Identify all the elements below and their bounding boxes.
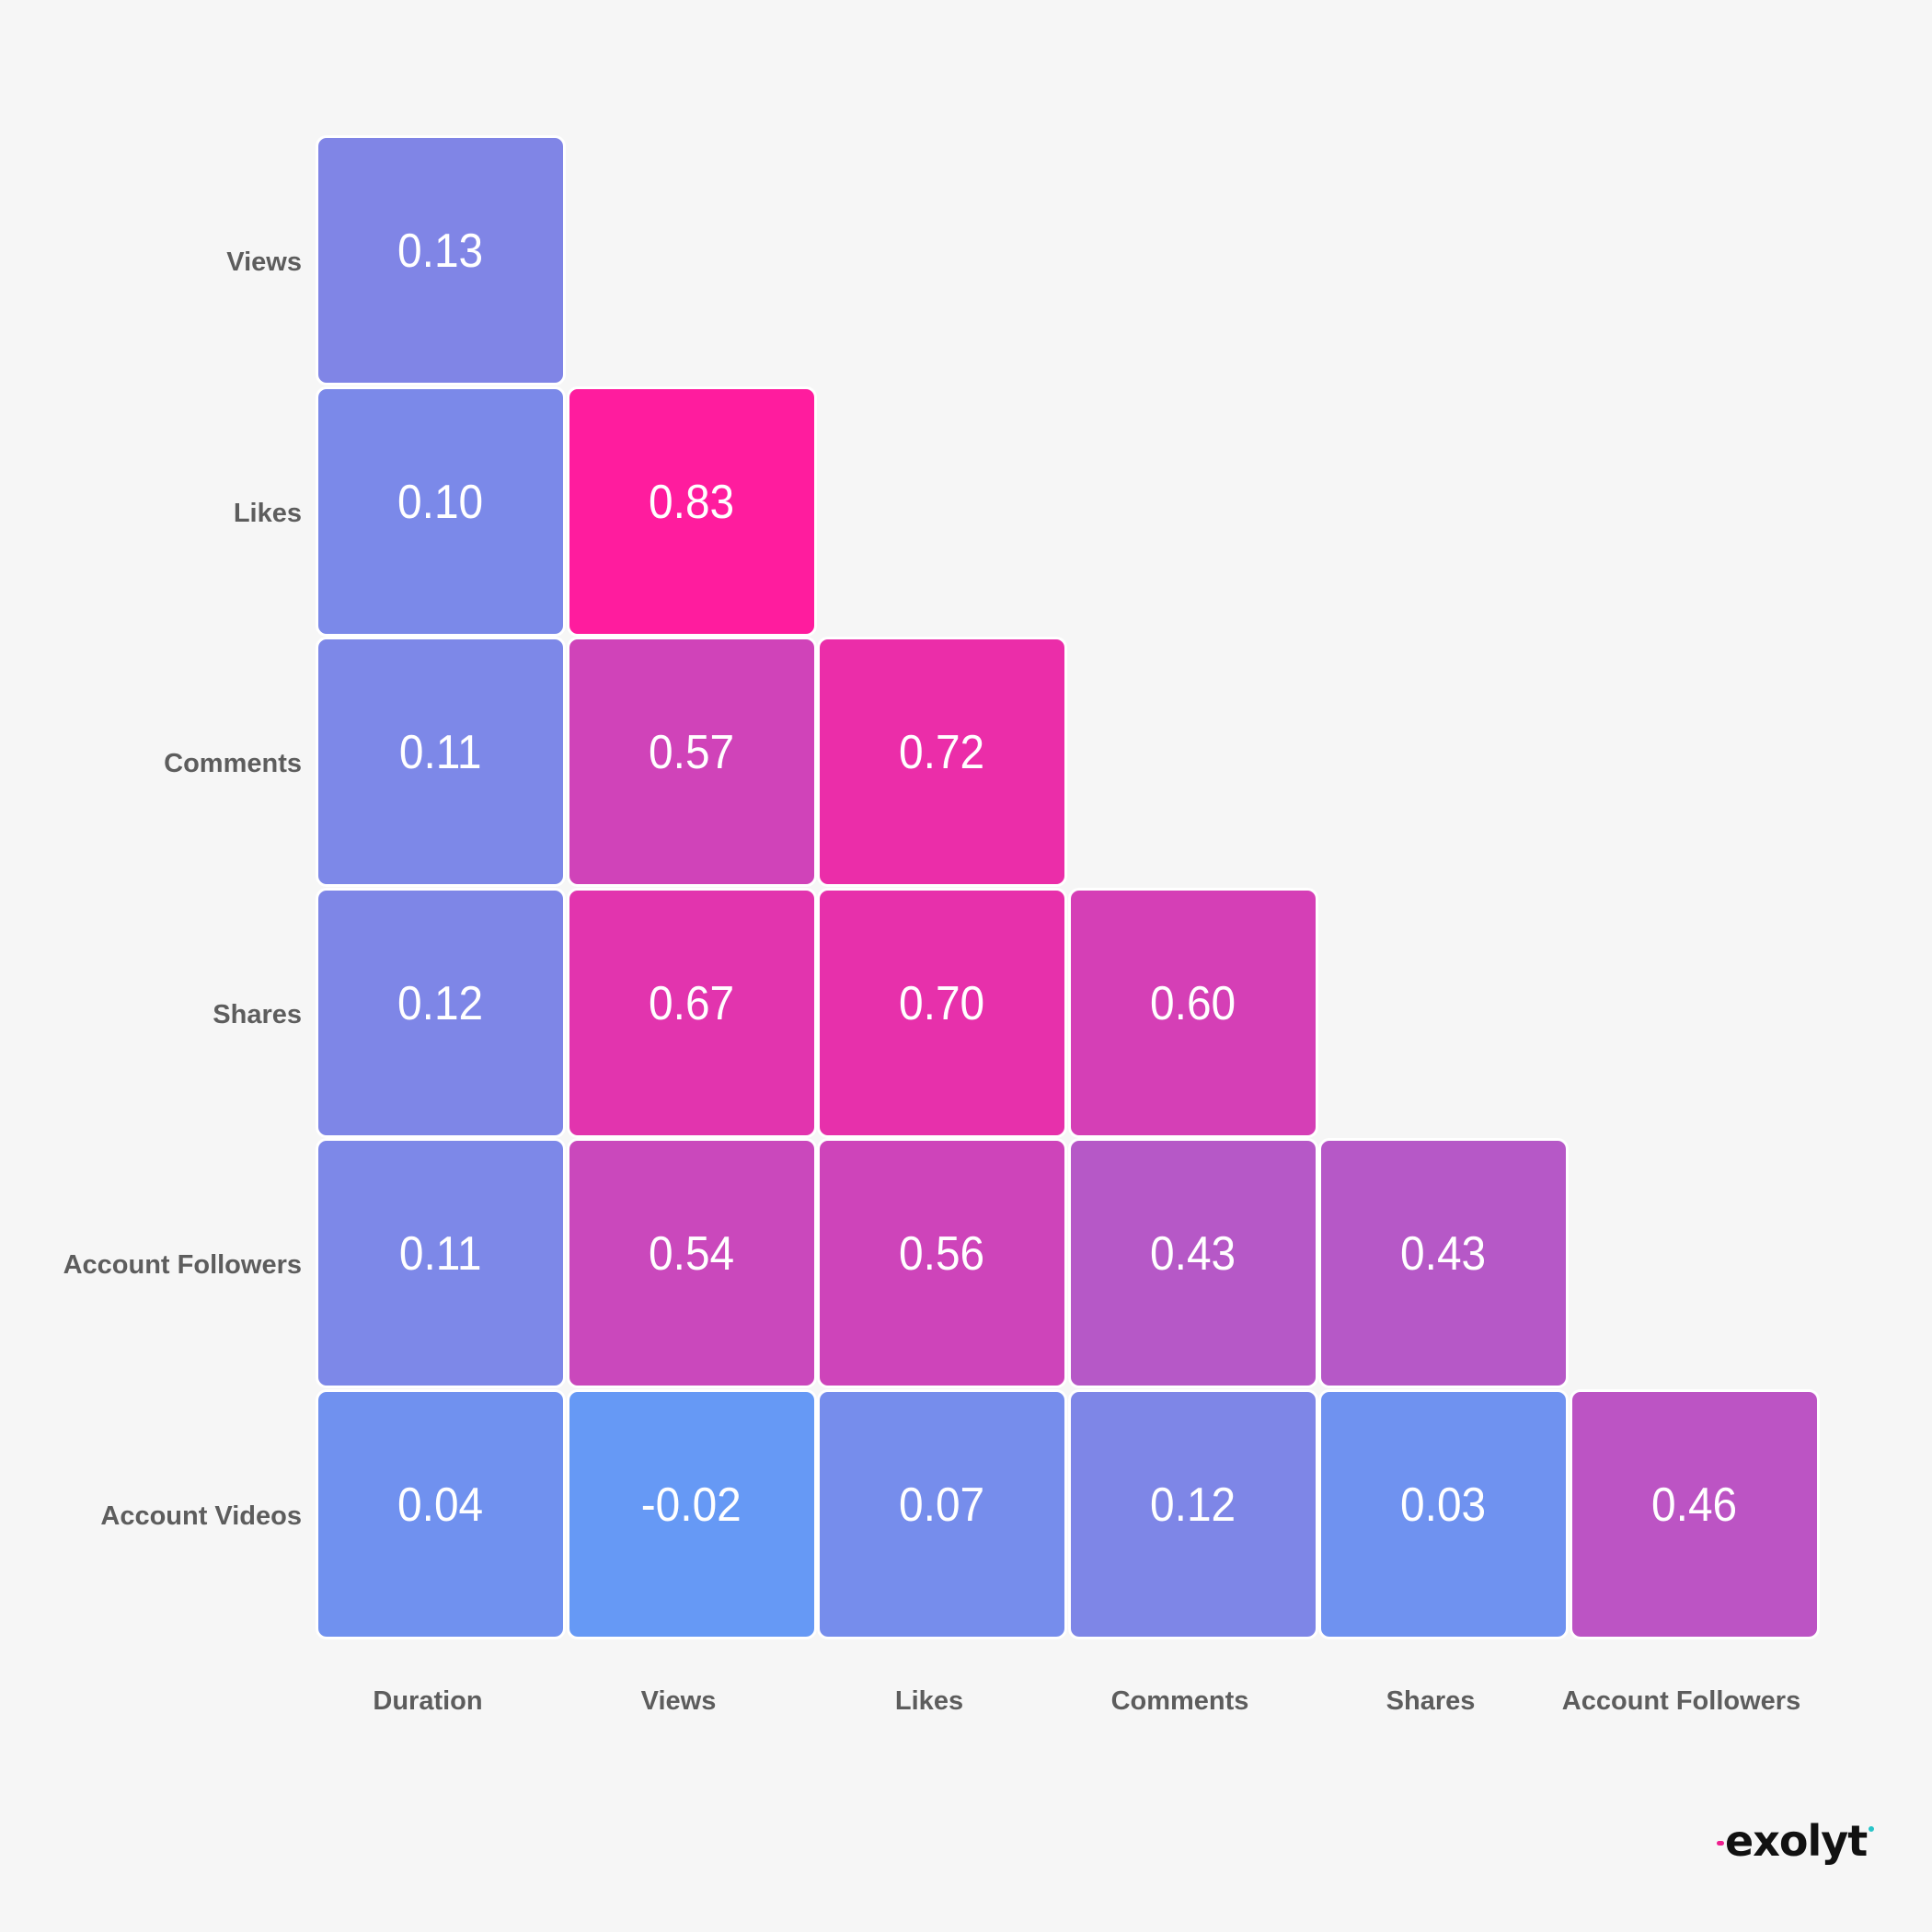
row-label: Account Videos: [100, 1501, 302, 1531]
cell-value-label: 0.13: [397, 224, 484, 278]
heatmap-cell: 0.11: [316, 1138, 566, 1388]
logo-text: exolyt: [1725, 1816, 1868, 1866]
cell-value-label: 0.43: [1400, 1227, 1487, 1281]
column-label: Comments: [1110, 1686, 1249, 1716]
cell-value-label: 0.46: [1650, 1478, 1738, 1532]
cell-value-label: -0.02: [640, 1478, 742, 1532]
cell-value-label: 0.72: [899, 726, 985, 779]
heatmap-cell: 0.04: [316, 1388, 566, 1639]
heatmap-cell: 0.43: [1318, 1138, 1569, 1388]
heatmap-cell: 0.57: [566, 637, 817, 887]
row-label: Comments: [164, 749, 302, 778]
cell-value-label: 0.57: [648, 726, 735, 779]
exolyt-logo: exolyt: [1717, 1816, 1875, 1866]
heatmap-cell: 0.56: [817, 1138, 1067, 1388]
row-label: Account Followers: [63, 1250, 302, 1280]
cell-value-label: 0.03: [1400, 1478, 1487, 1532]
heatmap-cell: 0.60: [1067, 887, 1318, 1138]
heatmap-cell: 0.72: [817, 637, 1067, 887]
row-label: Shares: [213, 999, 302, 1029]
row-label: Views: [226, 247, 302, 277]
heatmap-cell: 0.67: [566, 887, 817, 1138]
cell-value-label: 0.11: [399, 1227, 482, 1281]
row-label: Likes: [233, 498, 302, 528]
heatmap-cell: 0.03: [1318, 1388, 1569, 1639]
cell-value-label: 0.56: [899, 1227, 985, 1281]
cell-value-label: 0.07: [899, 1478, 985, 1532]
cell-value-label: 0.83: [648, 475, 735, 529]
heatmap-cell: 0.12: [316, 887, 566, 1138]
heatmap-cell: 0.70: [817, 887, 1067, 1138]
column-label: Duration: [373, 1686, 483, 1716]
heatmap-cell: 0.54: [566, 1138, 817, 1388]
column-label: Likes: [894, 1686, 964, 1716]
heatmap-cell: 0.43: [1067, 1138, 1318, 1388]
cell-value-label: 0.43: [1149, 1227, 1236, 1281]
column-label: Shares: [1386, 1686, 1476, 1716]
heatmap-cell: 0.10: [316, 385, 566, 637]
heatmap-cell: -0.02: [566, 1388, 817, 1639]
column-label: Views: [640, 1686, 717, 1716]
heatmap-cell: 0.83: [566, 385, 817, 637]
cell-value-label: 0.60: [1149, 976, 1236, 1030]
cell-value-label: 0.54: [648, 1227, 735, 1281]
heatmap-cell: 0.07: [817, 1388, 1067, 1639]
cell-value-label: 0.70: [899, 976, 985, 1030]
heatmap-cell: 0.13: [316, 135, 566, 385]
heatmap-cell: 0.12: [1067, 1388, 1318, 1639]
heatmap-cell: 0.46: [1569, 1388, 1820, 1639]
cell-value-label: 0.04: [397, 1478, 484, 1532]
cell-value-label: 0.11: [399, 726, 482, 779]
cell-value-label: 0.67: [648, 976, 735, 1030]
logo-dash-icon: [1717, 1840, 1724, 1846]
column-label: Account Followers: [1561, 1686, 1801, 1716]
cell-value-label: 0.12: [397, 976, 484, 1030]
cell-value-label: 0.10: [397, 475, 484, 529]
logo-dot-icon: [1869, 1826, 1875, 1832]
heatmap-cell: 0.11: [316, 637, 566, 887]
cell-value-label: 0.12: [1149, 1478, 1236, 1532]
